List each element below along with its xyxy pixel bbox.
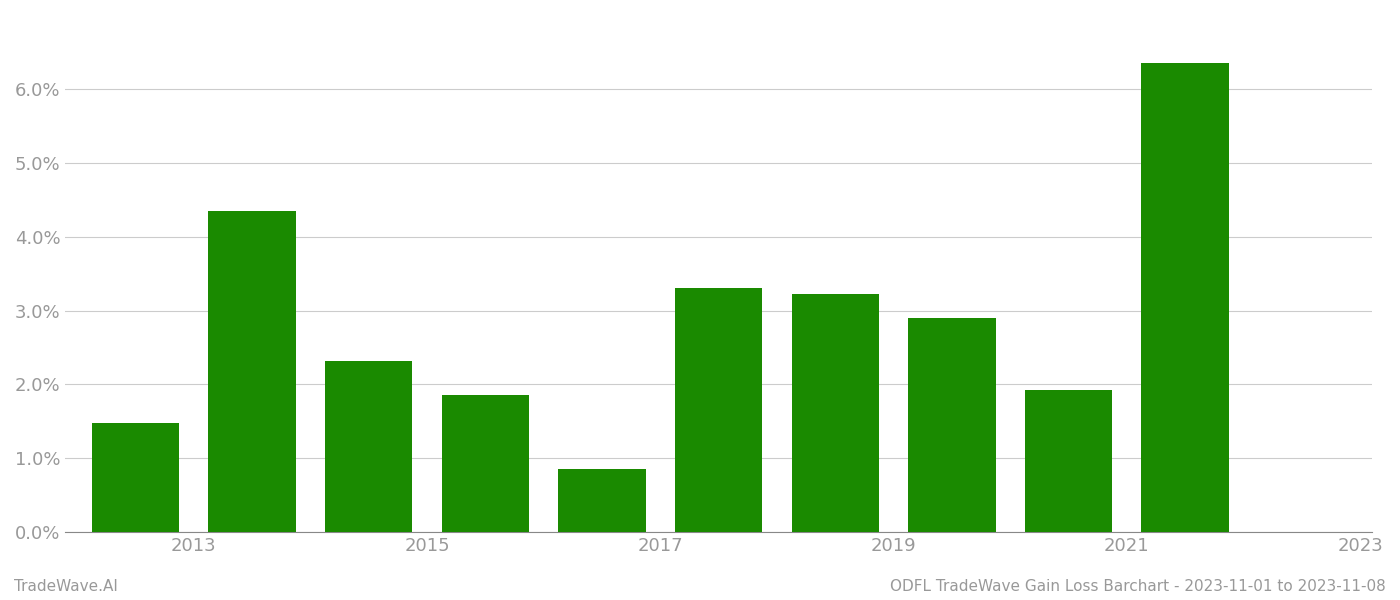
Bar	[1025, 390, 1112, 532]
Bar	[909, 318, 995, 532]
Bar	[675, 289, 763, 532]
Bar	[559, 469, 645, 532]
Bar	[209, 211, 295, 532]
Text: ODFL TradeWave Gain Loss Barchart - 2023-11-01 to 2023-11-08: ODFL TradeWave Gain Loss Barchart - 2023…	[890, 579, 1386, 594]
Bar	[92, 423, 179, 532]
Bar	[791, 293, 879, 532]
Text: TradeWave.AI: TradeWave.AI	[14, 579, 118, 594]
Bar	[325, 361, 413, 532]
Bar	[441, 395, 529, 532]
Bar	[1141, 63, 1229, 532]
